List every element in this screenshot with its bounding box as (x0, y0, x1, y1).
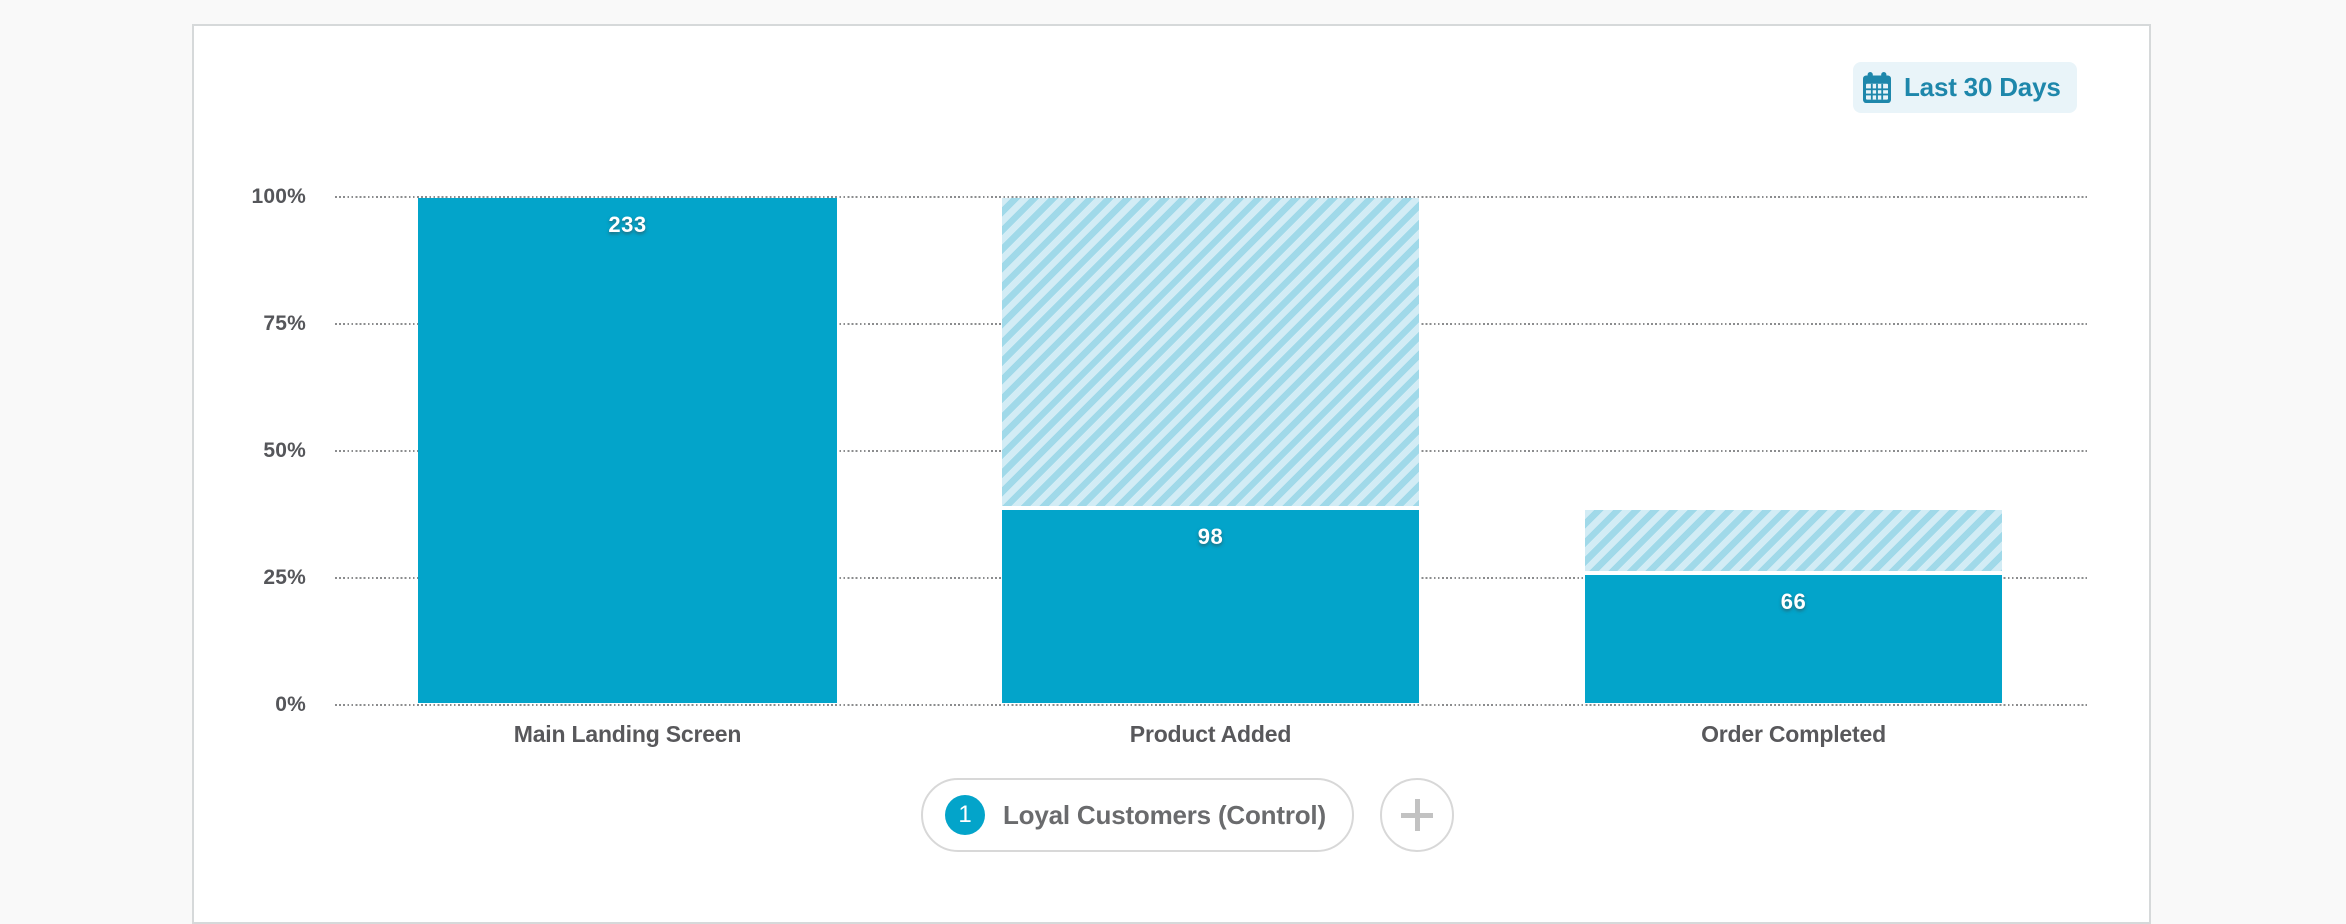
bar-value-label: 98 (1197, 524, 1224, 550)
unconverted-segment (1002, 198, 1419, 506)
segment-label: Loyal Customers (Control) (1003, 799, 1326, 830)
funnel-bar-order-completed[interactable]: 66 (1585, 0, 2002, 703)
segment-number-badge: 1 (945, 795, 985, 835)
y-axis-tick-0: 0% (275, 693, 306, 716)
converted-segment: 233 (418, 198, 837, 703)
calendar-icon (1863, 72, 1891, 103)
bar-value-label: 233 (608, 212, 647, 237)
category-label-main-landing-screen: Main Landing Screen (513, 721, 742, 747)
converted-segment: 98 (1002, 510, 1419, 703)
category-label-order-completed: Order Completed (1701, 721, 1886, 747)
segment-pill[interactable]: 1 Loyal Customers (Control) (921, 778, 1354, 852)
y-axis-tick-25: 25% (263, 566, 306, 589)
y-axis-tick-50: 50% (263, 439, 306, 462)
date-range-label: Last 30 Days (1904, 72, 2061, 102)
funnel-bar-product-added[interactable]: 98 (1002, 0, 1419, 703)
funnel-bar-main-landing-screen[interactable]: 233 (418, 0, 837, 703)
bar-value-label: 66 (1780, 589, 1807, 615)
gridline-100 (335, 196, 2087, 198)
add-segment-button[interactable] (1380, 778, 1454, 852)
converted-segment: 66 (1585, 575, 2002, 703)
funnel-report-screen: Last 30 Days 100% 75% 50% 25% 0% 233 98 … (192, 0, 2151, 924)
unconverted-segment (1585, 510, 2002, 571)
gridline-0 (335, 704, 2087, 706)
category-label-product-added: Product Added (1129, 721, 1292, 747)
date-range-button[interactable]: Last 30 Days (1853, 62, 2077, 113)
y-axis-tick-100: 100% (251, 185, 306, 208)
y-axis-tick-75: 75% (263, 312, 306, 335)
